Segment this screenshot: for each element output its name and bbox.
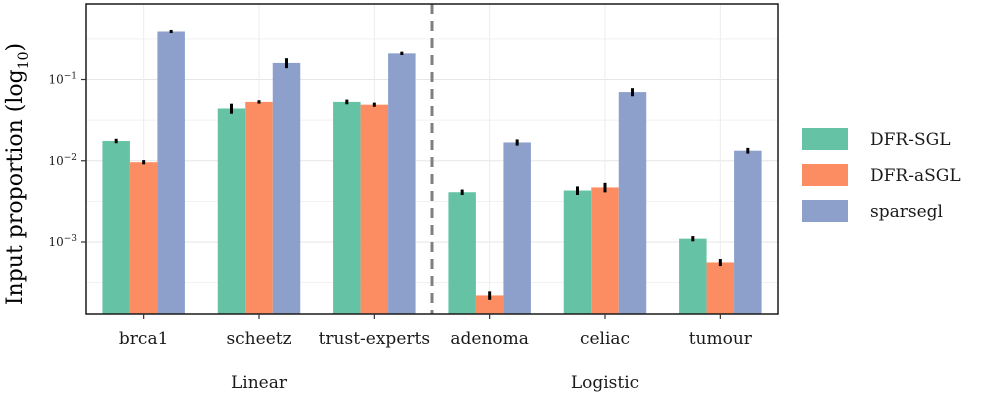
error-bars bbox=[114, 29, 750, 300]
bar-sparsegl-brca1 bbox=[157, 31, 185, 315]
bar-DFR-aSGL-celiac bbox=[591, 187, 619, 314]
legend-swatch-DFR-SGL bbox=[802, 128, 848, 150]
legend-swatch-DFR-aSGL bbox=[802, 164, 848, 186]
bar-DFR-SGL-trust-experts bbox=[333, 101, 361, 314]
legend-swatch-sparsegl bbox=[802, 200, 848, 222]
y-tick-label: 10−1 bbox=[48, 72, 77, 87]
legend-label-sparsegl: sparsegl bbox=[870, 202, 943, 222]
bar-DFR-aSGL-tumour bbox=[706, 262, 735, 314]
bar-DFR-SGL-tumour bbox=[679, 238, 707, 314]
bar-sparsegl-tumour bbox=[734, 150, 762, 314]
x-tick-label-tumour: tumour bbox=[689, 329, 753, 349]
bar-DFR-SGL-adenoma bbox=[448, 192, 476, 314]
bar-sparsegl-scheetz bbox=[272, 62, 301, 314]
legend-label-DFR-SGL: DFR-SGL bbox=[870, 130, 950, 150]
bar-DFR-aSGL-adenoma bbox=[475, 295, 504, 314]
group-label-linear: Linear bbox=[231, 373, 288, 393]
bar-sparsegl-adenoma bbox=[503, 142, 531, 314]
x-tick-label-scheetz: scheetz bbox=[226, 329, 291, 349]
plot-panel-border bbox=[85, 3, 779, 315]
y-axis-title-subscript: 10 bbox=[16, 51, 32, 69]
x-tick-label-trust-experts: trust-experts bbox=[319, 329, 430, 349]
bars bbox=[102, 31, 762, 315]
x-tick-label-brca1: brca1 bbox=[119, 329, 168, 349]
x-tick-label-adenoma: adenoma bbox=[450, 329, 529, 349]
y-axis-title: Input proportion (log10) bbox=[3, 43, 32, 305]
bar-DFR-aSGL-scheetz bbox=[245, 101, 273, 314]
group-label-logistic: Logistic bbox=[571, 373, 639, 393]
legend: DFR-SGL DFR-aSGL sparsegl bbox=[802, 128, 961, 222]
bar-DFR-SGL-brca1 bbox=[102, 141, 130, 314]
bar-sparsegl-trust-experts bbox=[388, 53, 416, 314]
y-axis-ticks: 10−3 10−2 10−1 bbox=[48, 72, 86, 249]
bar-DFR-aSGL-brca1 bbox=[129, 162, 158, 314]
group-labels: Linear Logistic bbox=[231, 373, 639, 393]
y-tick-label: 10−3 bbox=[48, 234, 77, 249]
x-tick-label-celiac: celiac bbox=[580, 329, 630, 349]
y-axis-title-close: ) bbox=[3, 43, 28, 52]
bar-DFR-SGL-celiac bbox=[563, 190, 592, 314]
y-axis-title-text: Input proportion (log bbox=[3, 69, 28, 305]
bar-DFR-aSGL-trust-experts bbox=[360, 104, 389, 315]
bar-sparsegl-celiac bbox=[618, 92, 647, 314]
x-axis-ticks: brca1 scheetz trust-experts adenoma celiac tu… bbox=[119, 314, 753, 349]
bar-DFR-SGL-scheetz bbox=[217, 108, 246, 314]
legend-label-DFR-aSGL: DFR-aSGL bbox=[870, 166, 961, 186]
y-tick-label: 10−2 bbox=[48, 153, 77, 168]
